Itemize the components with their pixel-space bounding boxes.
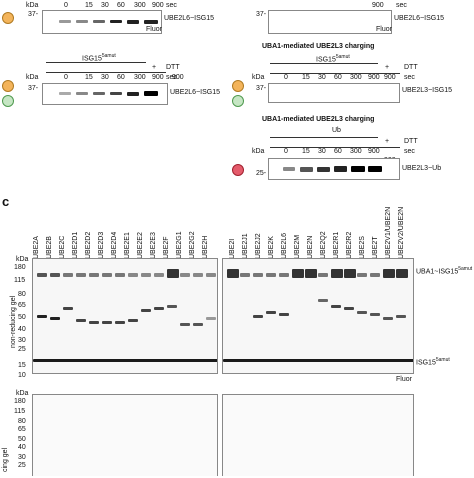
gel-ub [268,158,400,180]
label-uba1-isg15: UBA1~ISG155amut [416,266,473,276]
fluor-label: Fluor [146,26,162,33]
band-label: UBE2L3~Ub [402,165,442,172]
unit-sec: sec [396,2,407,9]
dtt-plus: + [385,138,390,145]
dtt-line [270,147,400,148]
band-label: UBE2L6~ISG15 [170,89,221,96]
dtt-line [270,73,400,74]
isg15-orange-icon [232,80,244,92]
gel-c-left [32,258,218,374]
gel-top-right [268,10,392,34]
header-line [46,62,146,63]
kda-markers-2: 180 115 80 65 50 40 30 25 [14,398,26,469]
marker-37: 37- [256,11,267,18]
marker-25: 25- [256,170,267,177]
y-label-reducing: cing gel [2,447,9,472]
panel-letter: c [2,194,10,209]
unit-sec: sec [404,148,415,155]
label-isg15: ISG155amut [416,357,450,367]
dtt-plus: + [385,64,390,71]
panel-title: UBA1-mediated UBE2L3 charging [262,116,375,123]
ub-red-icon [232,164,244,176]
ub-header: Ub [332,127,341,134]
marker-37: 37- [256,85,267,92]
lane-labels-right: UBE2I UBE2J1 UBE2J2 UBE2K UBE2L6 UBE2M U… [229,206,405,259]
band-label: UBE2L6~ISG15 [394,15,445,22]
header-line [270,137,378,138]
header-line [270,63,378,64]
kda-label: kDa [252,74,265,81]
gel-c-right-2 [222,394,414,476]
marker-37: 37- [28,85,39,92]
ube2l6-green-icon [2,95,14,107]
dtt-label: DTT [166,64,180,71]
panel-title: UBA1-mediated UBE2L3 charging [262,43,375,50]
kda-label: kDa [16,390,29,397]
dtt-plus: + [152,64,157,71]
time-900: 900 [372,2,384,9]
dtt-label: DTT [404,138,418,145]
gel-mid-left [42,83,168,105]
marker-37: 37- [28,11,39,18]
isg15-orange-icon [2,80,14,92]
gel-top-left [42,10,162,34]
kda-label: kDa [252,148,265,155]
dtt-line [46,72,166,73]
gel-c-right [222,258,414,374]
ube2l3-green-icon [232,95,244,107]
y-label-nonreducing: non-reducing gel [10,295,17,348]
kda-markers: 180 115 80 65 50 40 30 25 15 10 [14,264,26,379]
kda-label: kDa [26,2,39,9]
lane-labels-left: UBE2A UBE2B UBE2C UBE2D1 UBE2D2 UBE2D3 U… [33,231,209,259]
fluor-label: Fluor [396,376,412,383]
kda-label: kDa [16,256,29,263]
dtt-label: DTT [404,64,418,71]
isg15-orange-icon [2,12,14,24]
gel-mid-right [268,83,400,103]
fluor-label: Fluor [376,26,392,33]
band-label: UBE2L6~ISG15 [164,15,215,22]
band-label: UBE2L3~ISG15 [402,87,453,94]
kda-label: kDa [26,74,39,81]
gel-c-left-2 [32,394,218,476]
isg15-header: ISG155amut [82,53,116,63]
unit-sec: sec [166,74,177,81]
unit-sec: sec [404,74,415,81]
unit-sec: sec [166,2,177,9]
isg15-header: ISG155amut [316,54,350,64]
